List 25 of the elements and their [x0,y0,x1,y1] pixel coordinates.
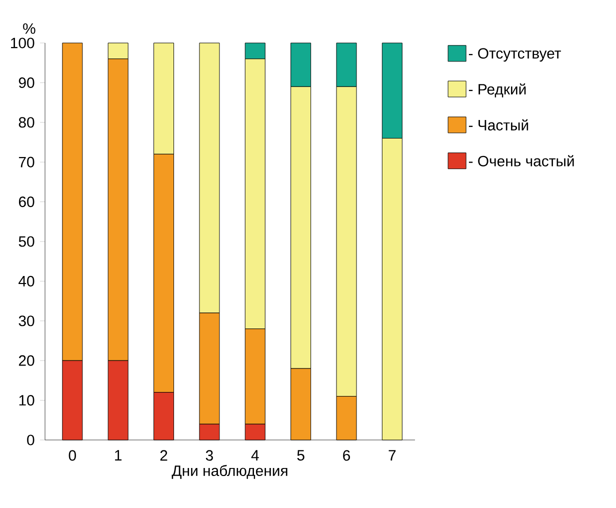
y-tick-label: 50 [18,236,34,247]
y-tick-label: 80 [18,117,34,128]
legend-label: - Частый [468,119,528,130]
y-tick-label: 20 [18,355,34,366]
y-tick-label: 0 [27,434,34,446]
legend-label: - Очень частый [468,155,574,166]
y-tick-label: 60 [18,196,34,208]
x-tick-label: 1 [115,450,122,460]
legend-label: - Отсутствует [468,48,561,62]
x-tick-label: 6 [343,450,350,461]
x-tick-label: 0 [68,450,76,461]
y-tick-label: 70 [18,156,34,168]
x-tick-label: 7 [388,450,396,460]
x-tick-label: 3 [206,450,213,461]
y-axis-title: % [23,23,36,34]
y-tick-label: 90 [18,77,34,88]
x-tick-label: 2 [160,450,168,461]
x-tick-label: 4 [251,450,259,460]
y-tick-label: 30 [18,316,34,326]
x-tick-label: 5 [297,450,304,461]
y-tick-label: 10 [19,394,34,406]
y-tick-label: 40 [18,276,34,286]
y-tick-label: 100 [11,38,34,48]
x-axis-title: Дни наблюдения [172,464,288,479]
legend-label: - Редкий [468,83,526,98]
